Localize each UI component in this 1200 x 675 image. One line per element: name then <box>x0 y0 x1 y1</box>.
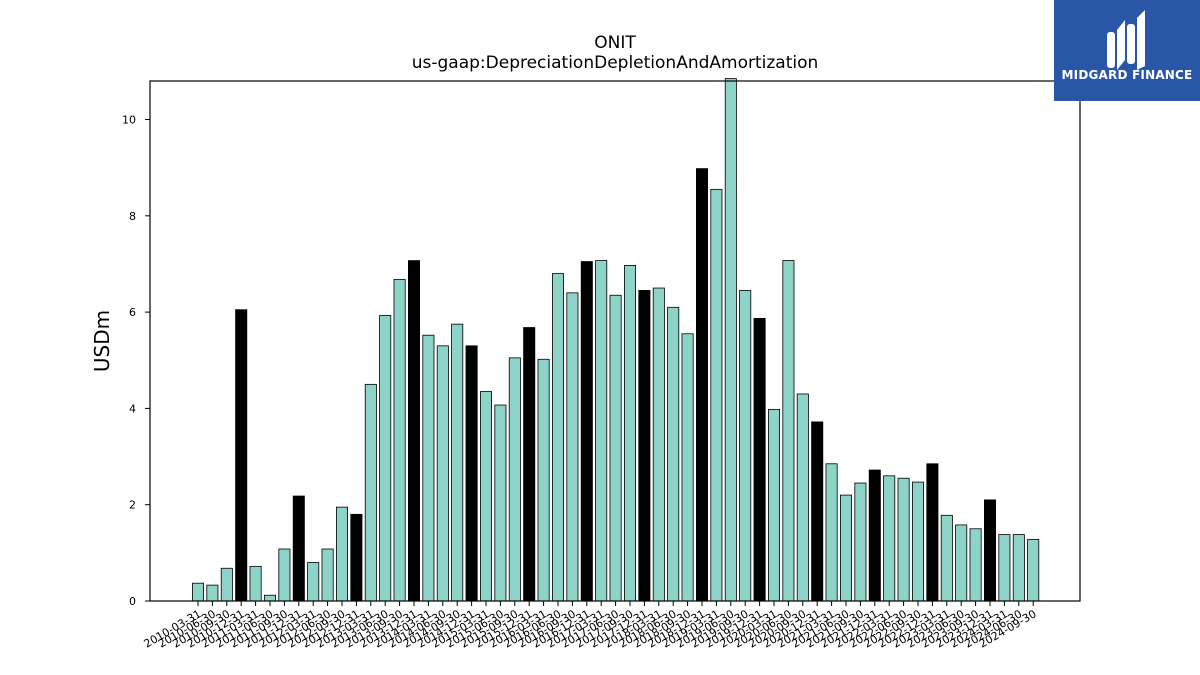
bar-2013-09-30 <box>393 278 406 602</box>
bar-2015-12-31 <box>523 327 536 602</box>
bar-2019-12-31 <box>753 317 766 602</box>
bar-2014-09-30 <box>451 323 464 602</box>
bar-2020-12-31 <box>811 421 824 602</box>
bar-2012-12-31 <box>350 513 363 602</box>
bar-2021-12-31 <box>868 469 881 602</box>
bar-2011-06-30 <box>263 594 276 602</box>
y-axis: 0 2 4 6 8 10 <box>122 114 150 608</box>
y-tick-label: 4 <box>129 402 136 415</box>
bar-2016-03-31 <box>537 358 550 602</box>
bar-2010-09-30 <box>220 567 233 602</box>
bar-2012-09-30 <box>335 506 348 602</box>
bar-2018-03-31 <box>652 287 665 602</box>
bar-2014-03-31 <box>422 334 435 602</box>
midgard-logo: MIDGARD FINANCE <box>1054 0 1200 101</box>
y-tick-label: 0 <box>129 595 136 608</box>
bar-2021-06-30 <box>840 494 853 602</box>
bar-2024-09-30 <box>1027 538 1040 602</box>
bar-2023-06-30 <box>955 524 968 602</box>
midgard-logo-icon <box>1107 10 1145 70</box>
bar-2022-09-30 <box>912 481 925 602</box>
bar-2016-12-31 <box>580 261 593 602</box>
bar-2010-06-30 <box>206 584 219 602</box>
bar-2011-12-31 <box>292 495 305 602</box>
bar-2015-03-31 <box>479 391 492 602</box>
bar-2013-06-30 <box>379 315 392 602</box>
bar-2011-09-30 <box>278 548 291 602</box>
bar-2016-06-30 <box>552 273 565 602</box>
bar-2010-12-31 <box>235 309 248 602</box>
bar-2023-12-31 <box>984 499 997 602</box>
bar-2021-03-31 <box>825 463 838 602</box>
y-tick-label: 8 <box>129 210 136 223</box>
bar-2019-03-31 <box>710 188 723 602</box>
bar-2020-06-30 <box>782 260 795 602</box>
plot-frame <box>149 80 1081 602</box>
y-axis-label: USDm <box>90 310 114 372</box>
y-tick-label: 2 <box>129 499 136 512</box>
bar-2012-03-31 <box>307 562 320 602</box>
y-tick-label: 6 <box>129 306 136 319</box>
bar-2022-06-30 <box>897 477 910 602</box>
bar-2014-12-31 <box>465 345 478 602</box>
bar-2016-09-30 <box>566 292 579 602</box>
chart-subtitle: us-gaap:DepreciationDepletionAndAmortiza… <box>412 53 819 73</box>
bars-group <box>191 78 1040 602</box>
logo-text: MIDGARD FINANCE <box>1061 68 1193 82</box>
bar-2017-06-30 <box>609 294 622 602</box>
bar-2021-09-30 <box>854 482 867 602</box>
bar-2024-06-30 <box>1012 534 1025 602</box>
bar-2010-03-31 <box>191 582 204 602</box>
bar-2018-09-30 <box>681 333 694 602</box>
bar-2023-09-30 <box>969 528 982 602</box>
chart-title: ONIT <box>594 33 636 53</box>
bar-2024-03-31 <box>998 534 1011 602</box>
x-axis: 2010-03-312010-06-302010-09-302010-12-31… <box>142 601 1039 651</box>
bar-2023-03-31 <box>940 514 953 602</box>
bar-2015-09-30 <box>508 357 521 602</box>
bar-2011-03-31 <box>249 565 262 602</box>
bar-2022-03-31 <box>883 475 896 602</box>
bar-2012-06-30 <box>321 548 334 602</box>
bar-2017-03-31 <box>595 260 608 602</box>
bar-2022-12-31 <box>926 463 939 602</box>
y-tick-label: 10 <box>122 114 136 127</box>
bar-2017-09-30 <box>624 265 637 602</box>
bar-2018-12-31 <box>696 168 709 602</box>
bar-2019-06-30 <box>724 78 737 602</box>
bar-2017-12-31 <box>638 290 651 602</box>
bar-2020-03-31 <box>768 408 781 602</box>
bar-2020-09-30 <box>796 393 809 602</box>
bar-2013-12-31 <box>407 260 420 602</box>
bar-2014-06-30 <box>436 345 449 602</box>
bar-2015-06-30 <box>494 404 507 602</box>
bar-2013-03-31 <box>364 383 377 602</box>
bar-2018-06-30 <box>667 306 680 602</box>
bar-2019-09-30 <box>739 290 752 602</box>
